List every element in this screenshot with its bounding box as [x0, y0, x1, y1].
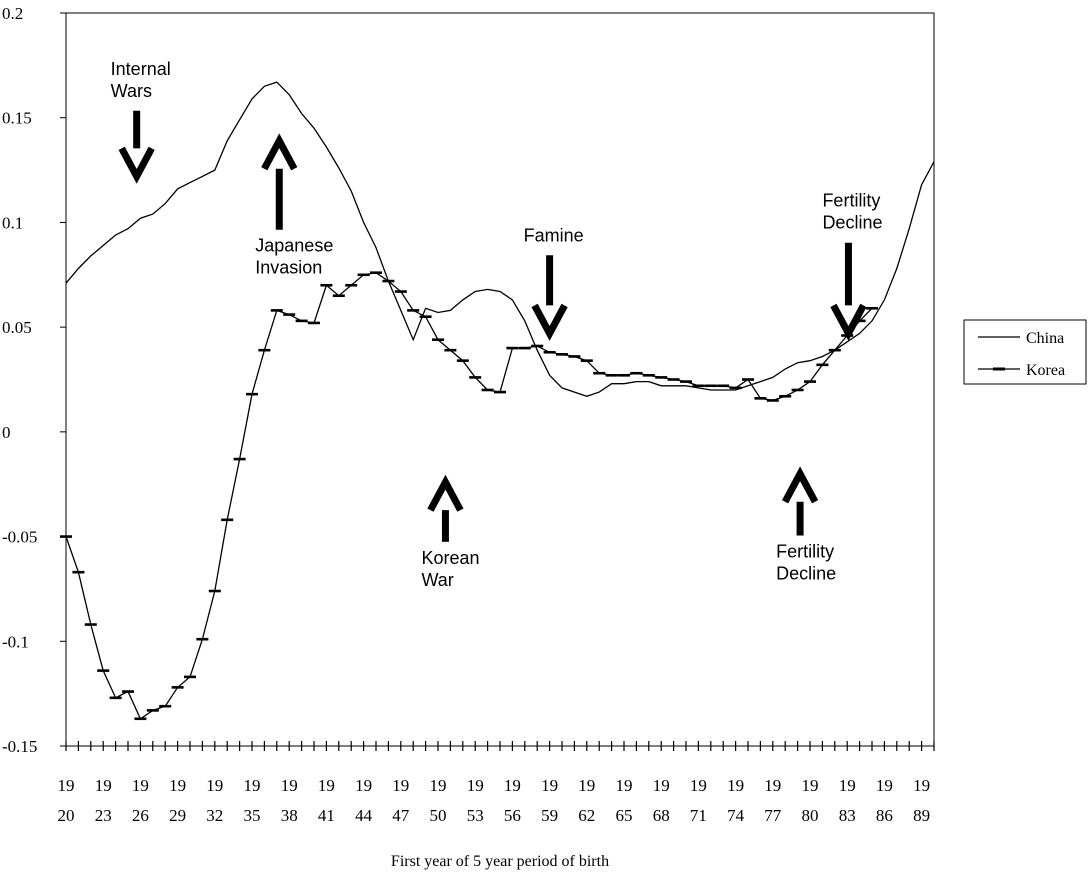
- x-tick-label-top: 19: [430, 776, 447, 795]
- annotation-label: Japanese Invasion: [255, 236, 333, 278]
- annotation: Internal Wars: [111, 59, 171, 184]
- x-tick-label-bottom: 44: [355, 806, 373, 825]
- x-tick-label-top: 19: [132, 776, 149, 795]
- y-tick-label: -0.05: [2, 528, 37, 547]
- x-tick-label-bottom: 74: [727, 806, 745, 825]
- x-tick-label-top: 19: [876, 776, 893, 795]
- x-tick-label-top: 19: [467, 776, 484, 795]
- x-tick-label-bottom: 71: [690, 806, 707, 825]
- plot-frame: [65, 12, 935, 747]
- legend: China Korea: [963, 319, 1087, 385]
- arrow-head: [427, 474, 464, 512]
- y-axis: 0.2 0.15 0.1 0.05 0 -0.05 -0.1 -0.15: [2, 4, 66, 756]
- series-layer: [60, 81, 935, 721]
- x-tick-label-bottom: 80: [802, 806, 819, 825]
- annotation-label: Famine: [524, 225, 584, 245]
- legend-label-korea: Korea: [1026, 362, 1065, 379]
- annotation-label: Korean War: [421, 548, 479, 590]
- y-tick-label: 0.05: [2, 318, 32, 337]
- annotation-line: War: [421, 570, 453, 590]
- annotation-label: Fertility Decline: [776, 542, 836, 584]
- x-tick-label-top: 19: [206, 776, 223, 795]
- annotation-line: Decline: [776, 564, 836, 584]
- y-tick-label: 0: [2, 423, 11, 442]
- x-tick-label-bottom: 32: [206, 806, 223, 825]
- x-axis-title: First year of 5 year period of birth: [391, 853, 609, 870]
- x-tick-label-top: 19: [839, 776, 856, 795]
- y-tick-label: 0.2: [2, 4, 23, 23]
- x-tick-label-bottom: 56: [504, 806, 521, 825]
- annotation: Fertility Decline: [776, 466, 836, 584]
- x-tick-label-top: 19: [578, 776, 595, 795]
- x-tick-label-bottom: 83: [839, 806, 856, 825]
- x-tick-label-bottom: 38: [281, 806, 298, 825]
- x-axis: 19 20 19 23 19 26 19 29 19 32 19 35 19 38 19 41 19 44 19 47…: [58, 741, 935, 825]
- annotation-line: Famine: [524, 225, 584, 245]
- x-tick-label-top: 19: [653, 776, 670, 795]
- x-tick-label-bottom: 68: [653, 806, 670, 825]
- x-tick-label-bottom: 29: [169, 806, 186, 825]
- arrow-head: [830, 303, 867, 341]
- arrow-head: [781, 466, 819, 504]
- x-tick-label-top: 19: [169, 776, 186, 795]
- x-tick-label-bottom: 41: [318, 806, 335, 825]
- annotations-layer: Internal Wars Japanese Invasion Famine Fertil…: [111, 59, 883, 590]
- x-tick-label-bottom: 89: [913, 806, 930, 825]
- annotation-line: Wars: [111, 81, 152, 101]
- x-tick-label-bottom: 77: [764, 806, 782, 825]
- x-tick-label-top: 19: [58, 776, 75, 795]
- annotation-line: Fertility: [822, 191, 880, 211]
- x-tick-label-top: 19: [355, 776, 372, 795]
- x-tick-label-top: 19: [244, 776, 261, 795]
- x-tick-label-bottom: 65: [616, 806, 633, 825]
- x-tick-label-bottom: 53: [467, 806, 484, 825]
- arrow-head: [261, 133, 298, 171]
- annotation-line: Decline: [822, 213, 882, 233]
- y-tick-label: 0.15: [2, 109, 32, 128]
- series-line-china: [65, 81, 935, 397]
- x-tick-label-top: 19: [318, 776, 335, 795]
- x-tick-label-bottom: 35: [244, 806, 261, 825]
- legend-box: [963, 319, 1087, 385]
- x-tick-label-top: 19: [392, 776, 409, 795]
- x-tick-label-top: 19: [690, 776, 707, 795]
- x-tick-label-top: 19: [95, 776, 112, 795]
- annotation-label: Fertility Decline: [822, 191, 882, 233]
- annotation: Fertility Decline: [822, 191, 882, 341]
- x-tick-label-bottom: 86: [876, 806, 893, 825]
- y-tick-label: -0.15: [2, 737, 37, 756]
- x-tick-label-top: 19: [504, 776, 521, 795]
- annotation-label: Internal Wars: [111, 59, 171, 101]
- plot-area: [65, 12, 935, 747]
- y-tick-label: -0.1: [2, 632, 29, 651]
- legend-label-china: China: [1026, 330, 1064, 347]
- x-tick-label-bottom: 59: [541, 806, 558, 825]
- series-line-korea: [65, 272, 873, 720]
- x-tick-label-bottom: 50: [430, 806, 447, 825]
- x-tick-label-top: 19: [764, 776, 781, 795]
- x-tick-label-top: 19: [281, 776, 298, 795]
- annotation-line: Japanese: [255, 236, 333, 256]
- x-tick-label-bottom: 26: [132, 806, 149, 825]
- annotation: Famine: [524, 225, 584, 341]
- annotation-line: Invasion: [255, 258, 322, 278]
- x-tick-label-top: 19: [616, 776, 633, 795]
- x-tick-label-bottom: 47: [392, 806, 410, 825]
- x-tick-label-bottom: 23: [95, 806, 112, 825]
- annotation-line: Korean: [421, 548, 479, 568]
- annotation-line: Fertility: [776, 542, 834, 562]
- x-tick-label-top: 19: [727, 776, 744, 795]
- x-tick-label-top: 19: [913, 776, 930, 795]
- x-tick-label-top: 19: [541, 776, 558, 795]
- x-tick-label-bottom: 20: [58, 806, 75, 825]
- x-tick-label-bottom: 62: [578, 806, 595, 825]
- x-tick-label-top: 19: [802, 776, 819, 795]
- annotation-line: Internal: [111, 59, 171, 79]
- annotation: Japanese Invasion: [255, 133, 333, 278]
- annotation: Korean War: [421, 474, 479, 590]
- arrow-head: [531, 303, 568, 341]
- arrow-head: [118, 146, 155, 184]
- y-tick-label: 0.1: [2, 213, 23, 232]
